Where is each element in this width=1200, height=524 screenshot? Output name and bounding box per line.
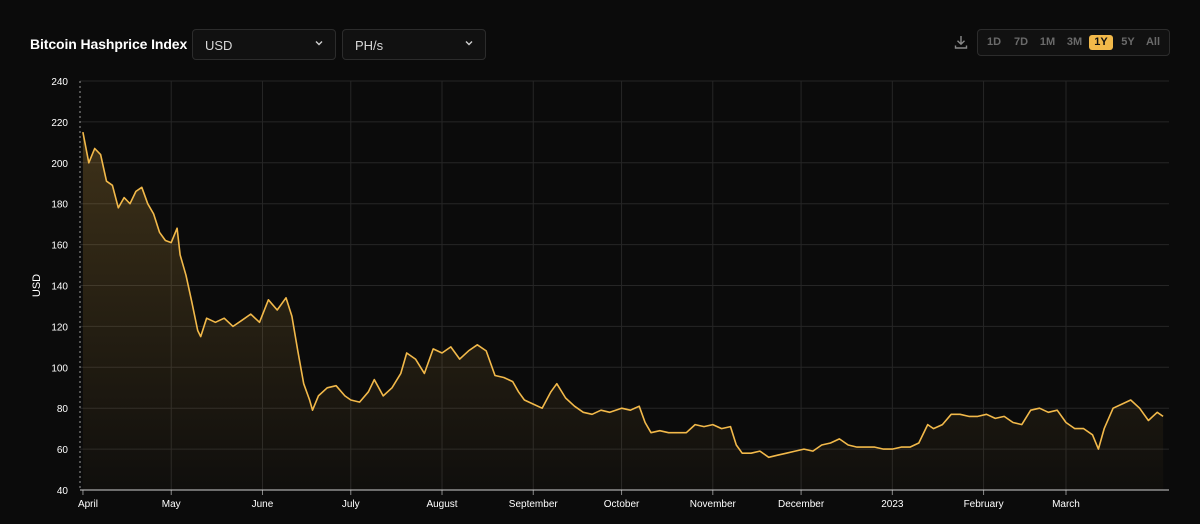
y-tick-label: 80 [57, 404, 69, 415]
chart-title: Bitcoin Hashprice Index [30, 36, 188, 52]
download-icon[interactable] [953, 34, 969, 50]
x-tick-label: November [690, 499, 737, 510]
y-tick-label: 100 [51, 363, 68, 374]
y-tick-label: 140 [51, 282, 68, 293]
series-line [82, 131, 1164, 459]
range-button-all[interactable]: All [1145, 36, 1161, 48]
series-area [82, 132, 1164, 490]
x-tick-label: February [964, 499, 1004, 510]
x-tick-label: 2023 [881, 499, 904, 510]
x-tick-label: December [778, 499, 825, 510]
range-selector: 1D 7D 1M 3M 1Y 5Y All [977, 29, 1170, 56]
x-tick-label: August [426, 499, 457, 510]
y-tick-label: 180 [51, 200, 68, 211]
y-tick-label: 160 [51, 241, 68, 252]
y-axis-label: USD [31, 274, 43, 297]
range-button-1m[interactable]: 1M [1039, 36, 1056, 48]
x-tick-label: March [1052, 499, 1080, 510]
y-tick-label: 200 [51, 159, 68, 170]
y-tick-label: 240 [51, 77, 68, 88]
y-tick-label: 60 [57, 445, 69, 456]
unit-select-value: PH/s [355, 38, 384, 53]
x-tick-label: April [78, 499, 98, 510]
y-tick-label: 220 [51, 118, 68, 129]
x-tick-label: October [604, 499, 640, 510]
y-tick-label: 40 [57, 486, 69, 497]
y-tick-label: 120 [51, 322, 68, 333]
x-tick-label: July [342, 499, 360, 510]
x-tick-label: September [509, 499, 559, 510]
unit-select[interactable]: PH/s [342, 29, 486, 60]
x-tick-label: June [252, 499, 274, 510]
range-button-3m[interactable]: 3M [1066, 36, 1083, 48]
currency-select[interactable]: USD [192, 29, 336, 60]
range-button-5y[interactable]: 5Y [1121, 36, 1135, 48]
range-button-1y[interactable]: 1Y [1089, 35, 1113, 50]
chevron-down-icon [465, 41, 473, 46]
range-button-1d[interactable]: 1D [986, 36, 1002, 48]
currency-select-value: USD [205, 38, 233, 53]
range-button-7d[interactable]: 7D [1013, 36, 1029, 48]
chevron-down-icon [315, 41, 323, 46]
x-tick-label: May [162, 499, 181, 510]
